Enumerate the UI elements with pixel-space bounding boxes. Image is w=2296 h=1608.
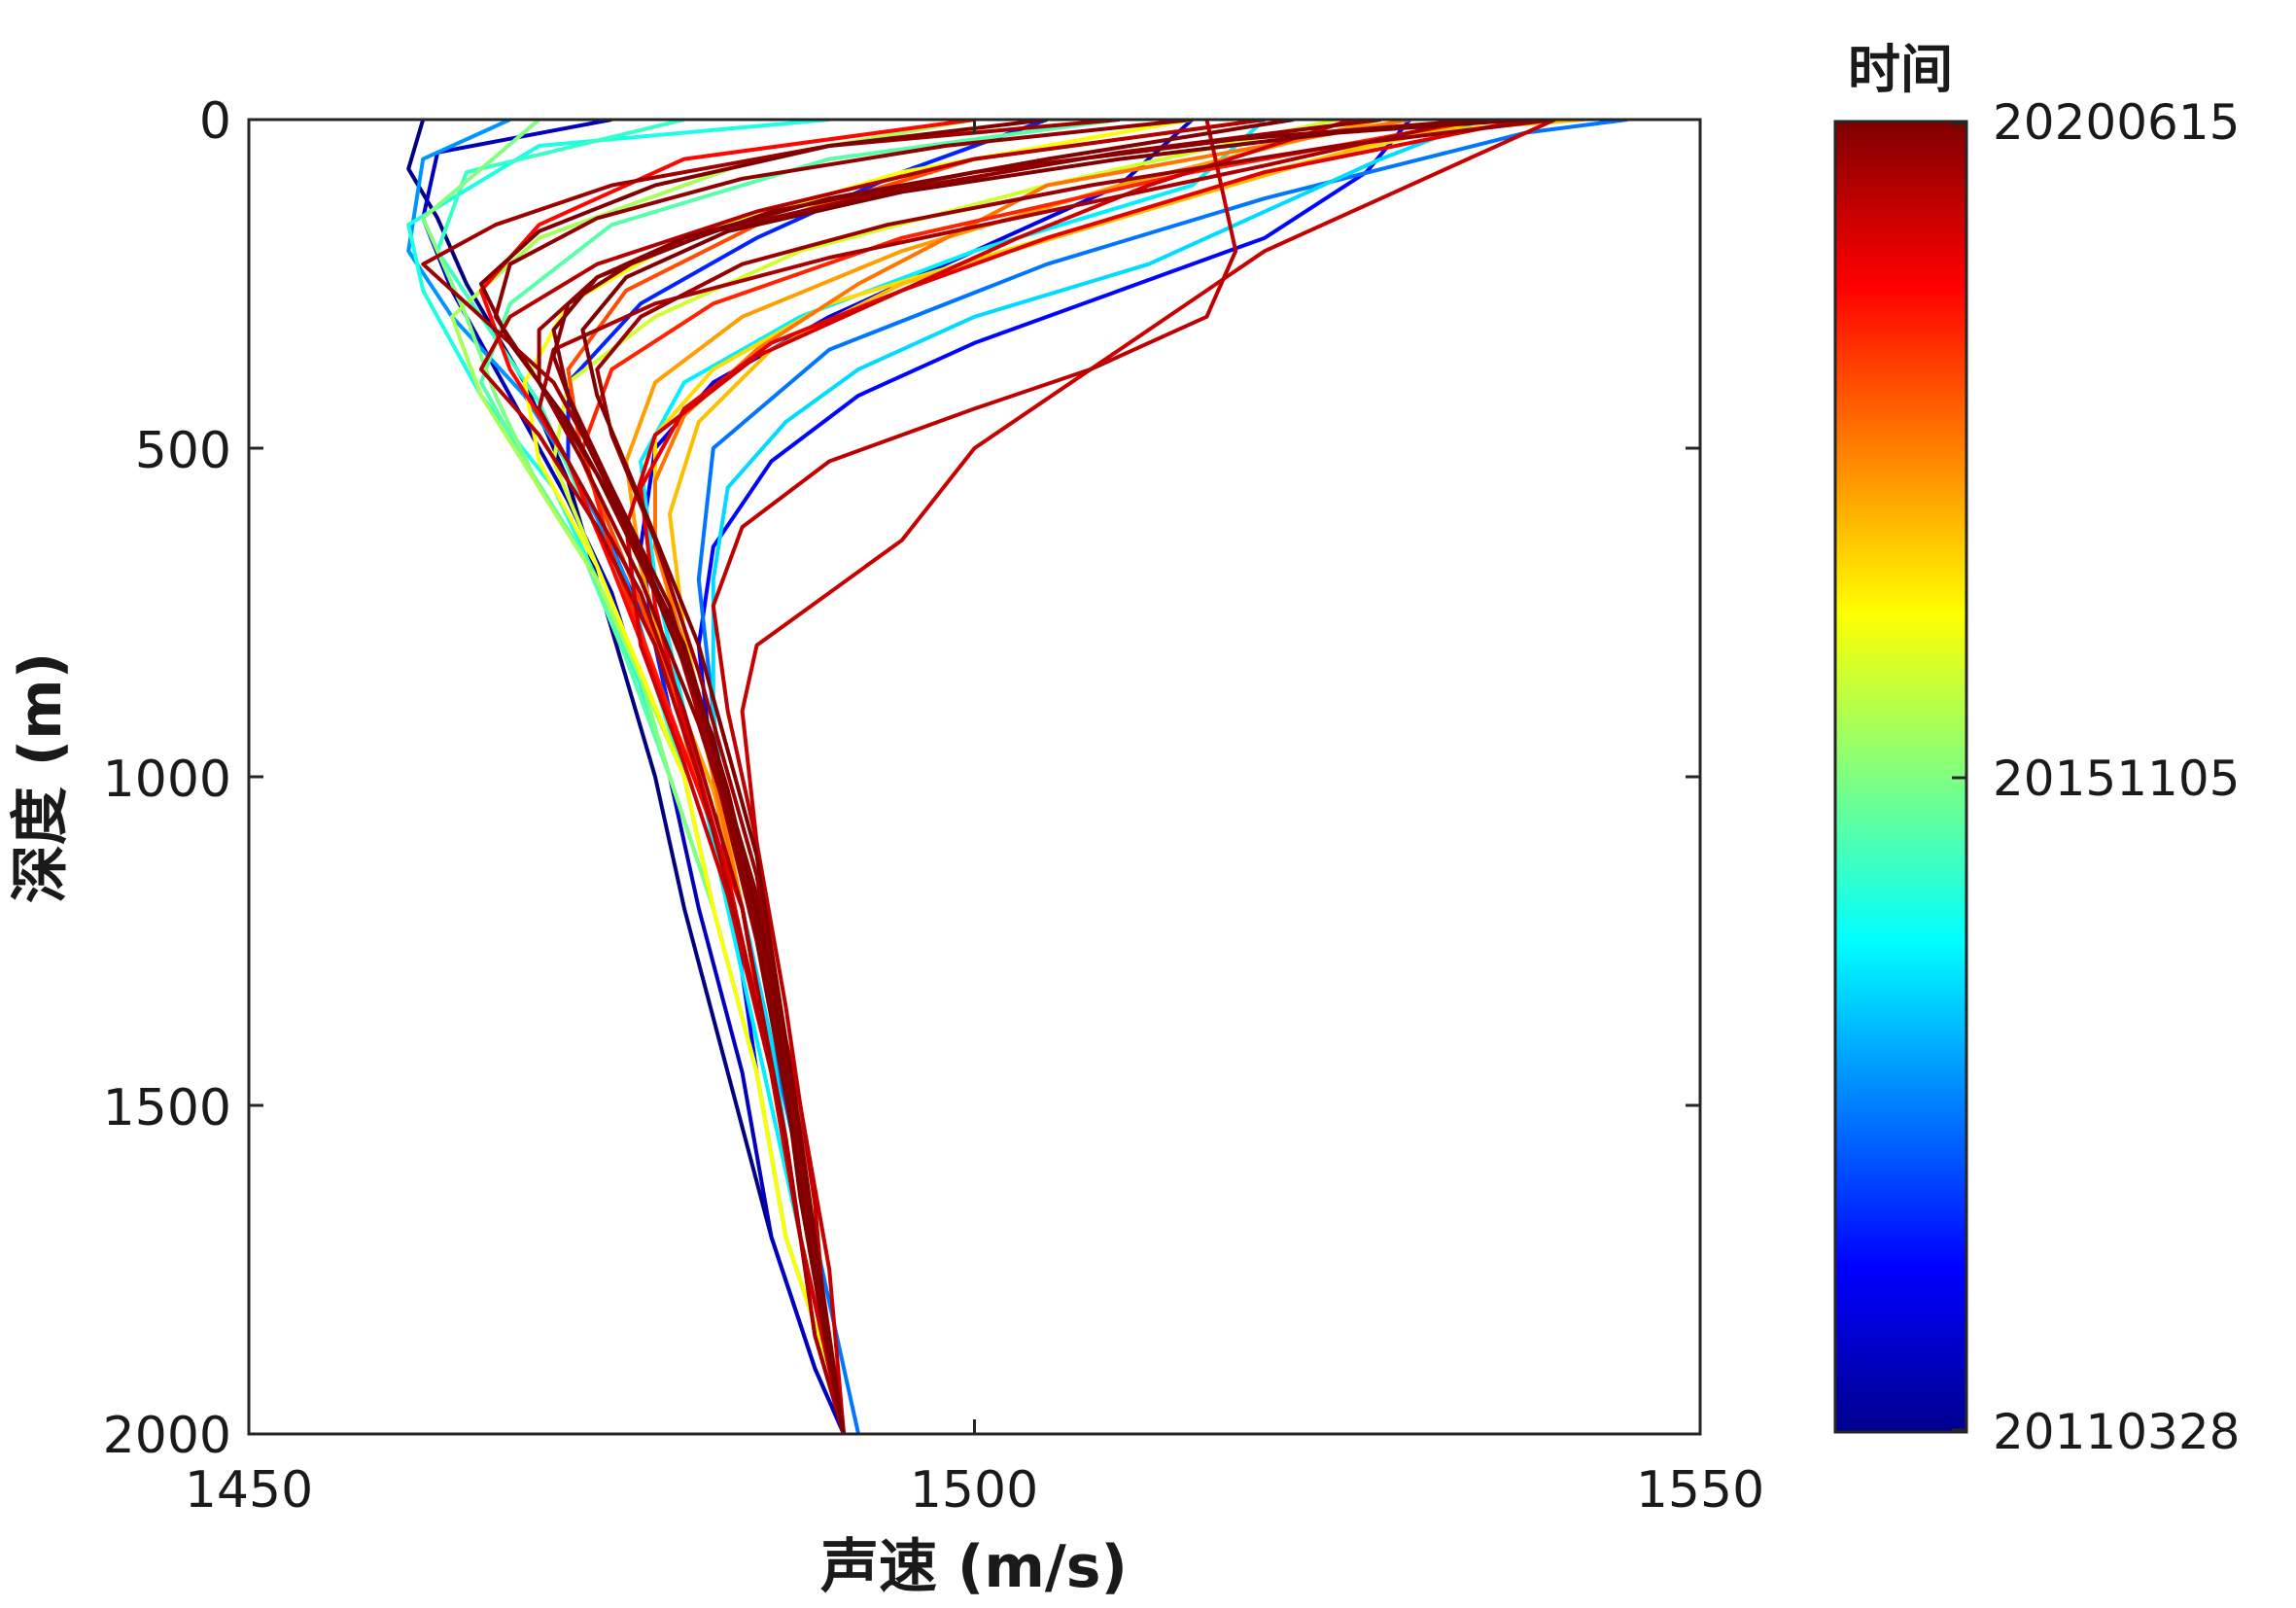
y-tick-label-2000: 2000 — [103, 1407, 231, 1465]
profile-lines — [406, 120, 1628, 1434]
profile-line-28 — [537, 120, 1469, 1434]
colorbar-label-mid: 20151105 — [1993, 751, 2241, 807]
colorbar-label-top: 20200615 — [1993, 94, 2241, 151]
colorbar-label-bottom: 20110328 — [1993, 1404, 2241, 1460]
y-tick-label-0: 0 — [199, 92, 231, 151]
profile-line-31 — [537, 120, 1381, 1434]
colorbar-title: 时间 — [1848, 39, 1953, 100]
y-tick-label-1000: 1000 — [103, 751, 231, 809]
profile-line-35 — [580, 120, 1526, 1434]
y-tick-label-1500: 1500 — [103, 1079, 231, 1137]
y-tick-label-500: 500 — [135, 422, 231, 480]
profile-line-0 — [406, 120, 846, 1434]
axis-ticks — [247, 118, 1702, 1436]
profile-line-26 — [711, 120, 1238, 1434]
x-tick-label-1500: 1500 — [910, 1461, 1038, 1520]
colorbar — [1833, 120, 1968, 1434]
x-tick-label-1450: 1450 — [185, 1461, 313, 1520]
plot-background — [249, 120, 1700, 1434]
y-axis-title: 深度 (m) — [7, 652, 75, 903]
x-tick-label-1550: 1550 — [1636, 1461, 1764, 1520]
profile-line-36 — [478, 120, 1048, 1434]
x-axis-title: 声速 (m/s) — [820, 1533, 1128, 1601]
